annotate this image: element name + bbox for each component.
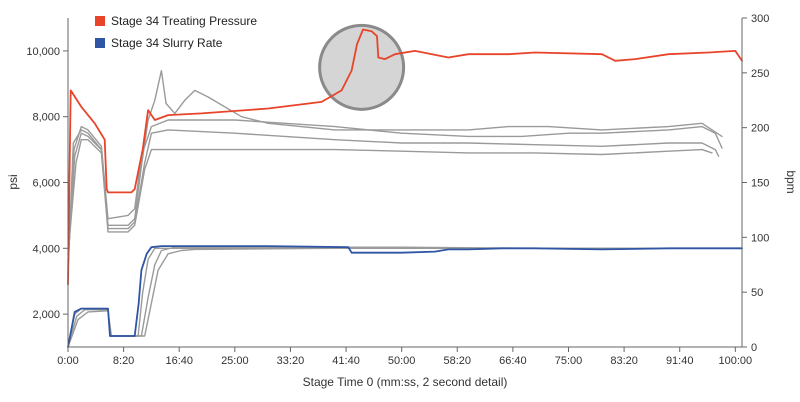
x-tick-label-0: 0:00	[57, 355, 78, 367]
series-line-0	[67, 28, 743, 286]
left-tick-label-1: 4,000	[32, 243, 60, 255]
x-tick-label-9: 75:00	[555, 355, 583, 367]
series-line-1	[67, 69, 723, 276]
x-tick-label-1: 8:20	[113, 355, 134, 367]
x-tick-label-11: 91:40	[666, 355, 694, 367]
legend-label-treating-pressure: Stage 34 Treating Pressure	[111, 14, 257, 28]
x-tick-label-4: 33:20	[277, 355, 305, 367]
right-tick-label-5: 250	[751, 68, 769, 80]
left-tick-label-3: 8,000	[32, 112, 60, 124]
legend-item-slurry-rate: Stage 34 Slurry Rate	[95, 36, 223, 50]
series-line-8	[67, 247, 736, 348]
x-tick-label-5: 41:40	[332, 355, 360, 367]
x-tick-label-2: 16:40	[165, 355, 193, 367]
legend-label-slurry-rate: Stage 34 Slurry Rate	[111, 36, 223, 50]
legend: Stage 34 Treating Pressure Stage 34 Slur…	[95, 14, 257, 50]
right-tick-label-1: 50	[751, 287, 763, 299]
left-tick-label-0: 2,000	[32, 309, 60, 321]
right-tick-label-0: 0	[751, 342, 757, 354]
right-axis-label: bpm	[784, 170, 798, 193]
x-tick-label-6: 50:00	[388, 355, 416, 367]
left-tick-label-4: 10,000	[26, 46, 60, 58]
series-line-5	[67, 245, 743, 348]
highlight-annotation	[318, 23, 406, 111]
x-tick-label-7: 58:20	[444, 355, 472, 367]
series-line-6	[67, 247, 743, 348]
x-tick-label-10: 83:20	[610, 355, 638, 367]
series-line-4	[67, 139, 713, 256]
legend-swatch-treating-pressure	[95, 16, 105, 26]
x-axis-label: Stage Time 0 (mm:ss, 2 second detail)	[303, 375, 508, 389]
right-tick-label-3: 150	[751, 178, 769, 190]
right-tick-label-6: 300	[751, 13, 769, 25]
right-tick-label-4: 200	[751, 123, 769, 135]
highlight-circle	[318, 23, 406, 111]
series-line-3	[67, 129, 720, 263]
tick-labels: 0:00 8:20 16:40 25:00 33:20 41:40 50:00 58:20 66…	[26, 13, 769, 367]
right-tick-label-2: 100	[751, 232, 769, 244]
left-tick-label-2: 6,000	[32, 178, 60, 190]
series-line-7	[67, 246, 736, 348]
legend-item-treating-pressure: Stage 34 Treating Pressure	[95, 14, 257, 28]
left-axis-label: psi	[6, 174, 20, 189]
x-tick-label-3: 25:00	[221, 355, 249, 367]
series-layer	[67, 28, 743, 348]
series-line-2	[67, 119, 723, 269]
x-tick-label-12: 100:00	[718, 355, 752, 367]
x-tick-label-8: 66:40	[499, 355, 527, 367]
legend-swatch-slurry-rate	[95, 38, 105, 48]
